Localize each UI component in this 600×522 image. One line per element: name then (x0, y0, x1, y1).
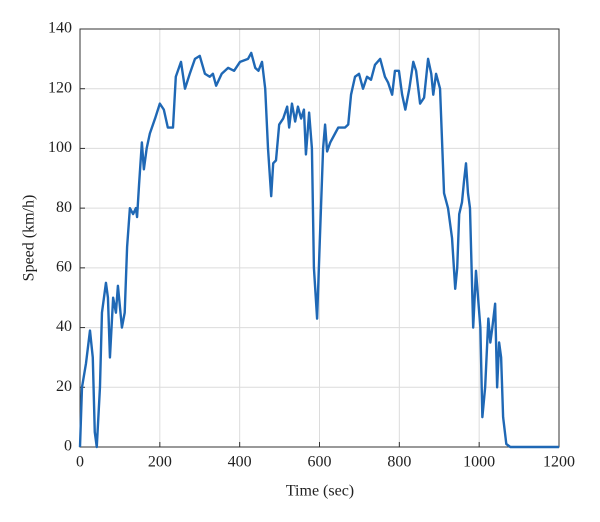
plot-frame (79, 28, 560, 448)
x-tick-label: 1000 (463, 454, 495, 471)
y-tick-label: 100 (48, 139, 72, 156)
y-axis-label: Speed (km/h) (21, 195, 38, 282)
y-tick-label: 140 (48, 20, 72, 37)
y-tick-label: 80 (56, 199, 72, 216)
x-tick-label: 200 (148, 454, 172, 471)
y-tick-label: 60 (56, 259, 72, 276)
x-axis-label: Time (sec) (286, 483, 354, 500)
data-line (78, 51, 559, 449)
y-tick-label: 120 (48, 79, 72, 96)
x-tick-label: 600 (308, 454, 332, 471)
x-tick-label: 0 (76, 454, 84, 471)
y-tick-label: 40 (56, 318, 72, 335)
x-tick-label: 1200 (543, 454, 575, 471)
x-tick-label: 800 (387, 454, 411, 471)
x-tick-label: 400 (228, 454, 252, 471)
y-tick-label: 0 (64, 438, 72, 455)
y-tick-label: 20 (56, 378, 72, 395)
